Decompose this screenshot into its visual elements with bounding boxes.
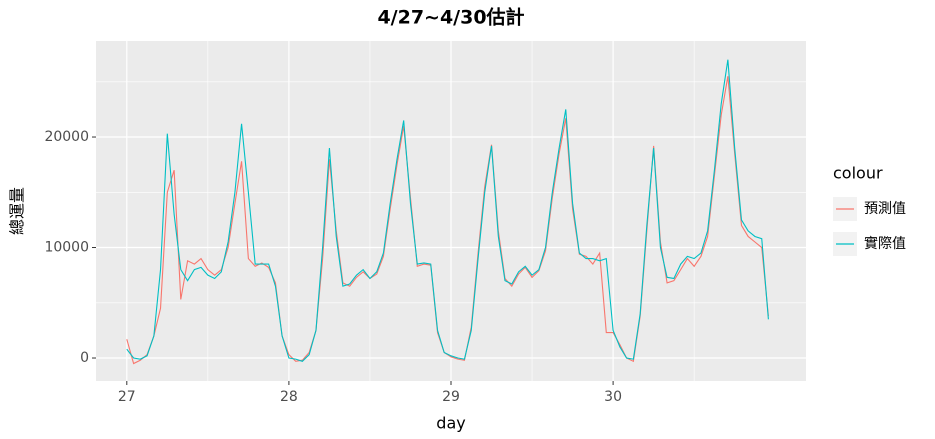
legend-label: 實際值 (864, 235, 906, 252)
x-tick-label: 30 (604, 389, 622, 405)
legend-title: colour (833, 164, 883, 183)
chart-title: 4/27~4/30估計 (377, 6, 524, 29)
y-axis-label: 總運量 (8, 187, 27, 235)
x-tick-label: 27 (118, 389, 136, 405)
x-tick-label: 29 (442, 389, 460, 405)
legend-label: 預測值 (864, 201, 906, 217)
x-axis-label: day (436, 414, 465, 433)
y-tick-label: 20000 (44, 129, 89, 145)
y-tick-label: 0 (80, 350, 89, 366)
series-line (126, 59, 769, 362)
y-tick-label: 10000 (44, 240, 89, 256)
x-tick-label: 28 (280, 389, 298, 405)
